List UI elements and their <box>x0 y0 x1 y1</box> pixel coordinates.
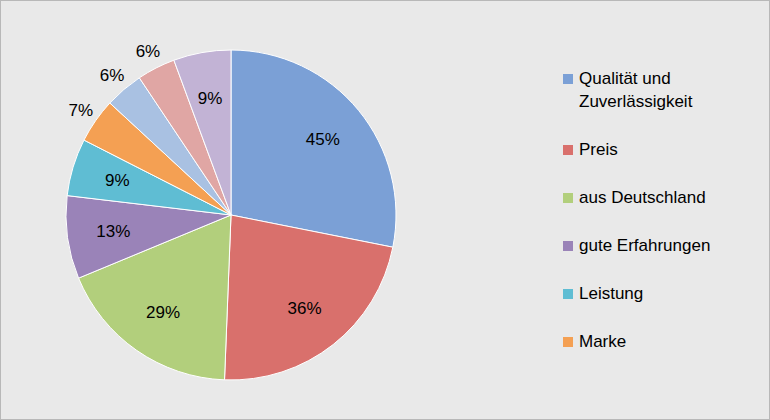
svg-text:9%: 9% <box>105 171 130 190</box>
html-text:aus Deutschland: aus Deutschland <box>579 188 706 207</box>
html-text:gute Erfahrungen: gute Erfahrungen <box>579 236 711 255</box>
svg-text:6%: 6% <box>100 66 125 85</box>
html-text:Marke: Marke <box>579 332 627 351</box>
html-text:Leistung: Leistung <box>579 284 644 303</box>
svg-text:36%: 36% <box>288 299 322 318</box>
svg-text:9%: 9% <box>198 89 223 108</box>
svg-text:6%: 6% <box>136 42 161 61</box>
html-text:Preis: Preis <box>579 140 618 159</box>
html-text:Qualität und Zuverlässigkeit: Qualität und Zuverlässigkeit <box>579 69 693 111</box>
svg-text:7%: 7% <box>69 101 94 120</box>
svg-text:13%: 13% <box>96 222 130 241</box>
svg-text:45%: 45% <box>306 130 340 149</box>
svg-text:29%: 29% <box>146 303 180 322</box>
